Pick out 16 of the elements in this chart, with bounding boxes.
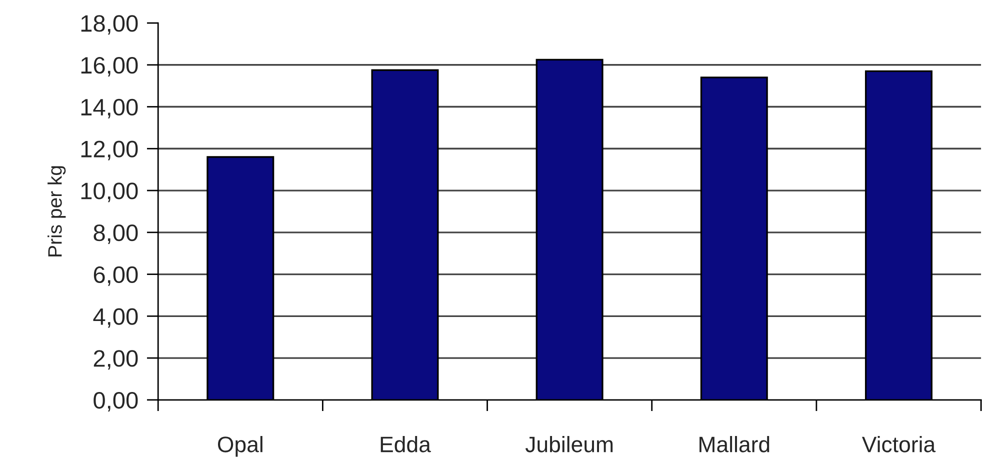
y-tick-label: 10,00 — [81, 182, 138, 202]
x-tick-label: Jubileum — [525, 436, 613, 452]
x-tick-label: Mallard — [700, 436, 770, 452]
y-tick-label: 2,00 — [94, 350, 138, 370]
y-tick-label: 0,00 — [94, 392, 138, 412]
y-tick-label: 18,00 — [81, 15, 138, 35]
y-axis-title: Pris per kg — [48, 166, 66, 256]
y-tick-label: 8,00 — [94, 224, 138, 244]
x-tick-label: Opal — [218, 436, 262, 457]
x-tick-label: Edda — [380, 436, 431, 452]
y-tick-label: 16,00 — [81, 56, 138, 76]
y-tick-label: 14,00 — [81, 98, 138, 118]
x-tick-label: Victoria — [862, 436, 936, 452]
y-tick-label: 12,00 — [81, 140, 138, 160]
y-tick-label: 4,00 — [93, 308, 138, 328]
y-tick-label: 6,00 — [94, 266, 138, 286]
